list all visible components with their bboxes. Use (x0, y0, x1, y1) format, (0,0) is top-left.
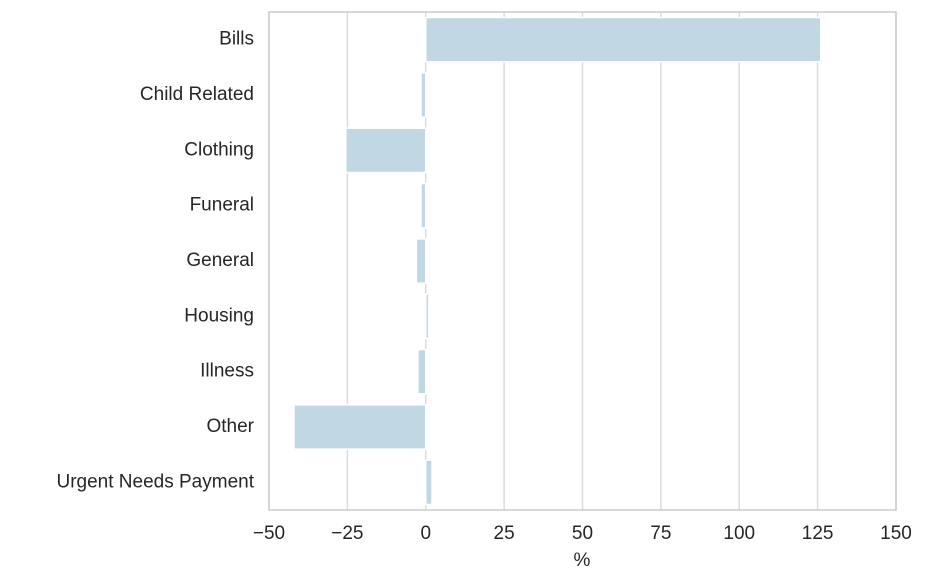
y-tick-label: Illness (200, 361, 254, 382)
x-tick-label: −25 (331, 523, 363, 544)
bar (293, 404, 427, 450)
bar (420, 72, 427, 118)
y-tick-label: Urgent Needs Payment (57, 471, 255, 492)
plot-frame (268, 11, 897, 511)
x-tick-label: 150 (880, 523, 912, 544)
x-tick-label: −50 (253, 523, 285, 544)
bar (420, 182, 427, 229)
x-tick-label: 0 (420, 523, 431, 544)
bar (345, 127, 427, 174)
y-tick-label: Other (206, 416, 254, 437)
bar (417, 348, 427, 395)
y-tick-label: Funeral (190, 195, 254, 216)
bar (425, 16, 822, 63)
x-tick-label: 125 (802, 523, 834, 544)
x-tick-label: 100 (723, 523, 755, 544)
y-tick-label: General (186, 250, 254, 271)
x-tick-label: 75 (650, 523, 671, 544)
x-tick-label: 50 (572, 523, 593, 544)
bar (425, 459, 433, 506)
bar (425, 293, 430, 340)
x-tick-label: 25 (494, 523, 515, 544)
bar (415, 238, 427, 284)
y-tick-label: Child Related (140, 84, 254, 105)
y-tick-label: Housing (184, 305, 254, 326)
y-tick-label: Bills (219, 29, 254, 50)
y-tick-label: Clothing (184, 139, 254, 160)
x-axis-label: % (574, 550, 591, 571)
